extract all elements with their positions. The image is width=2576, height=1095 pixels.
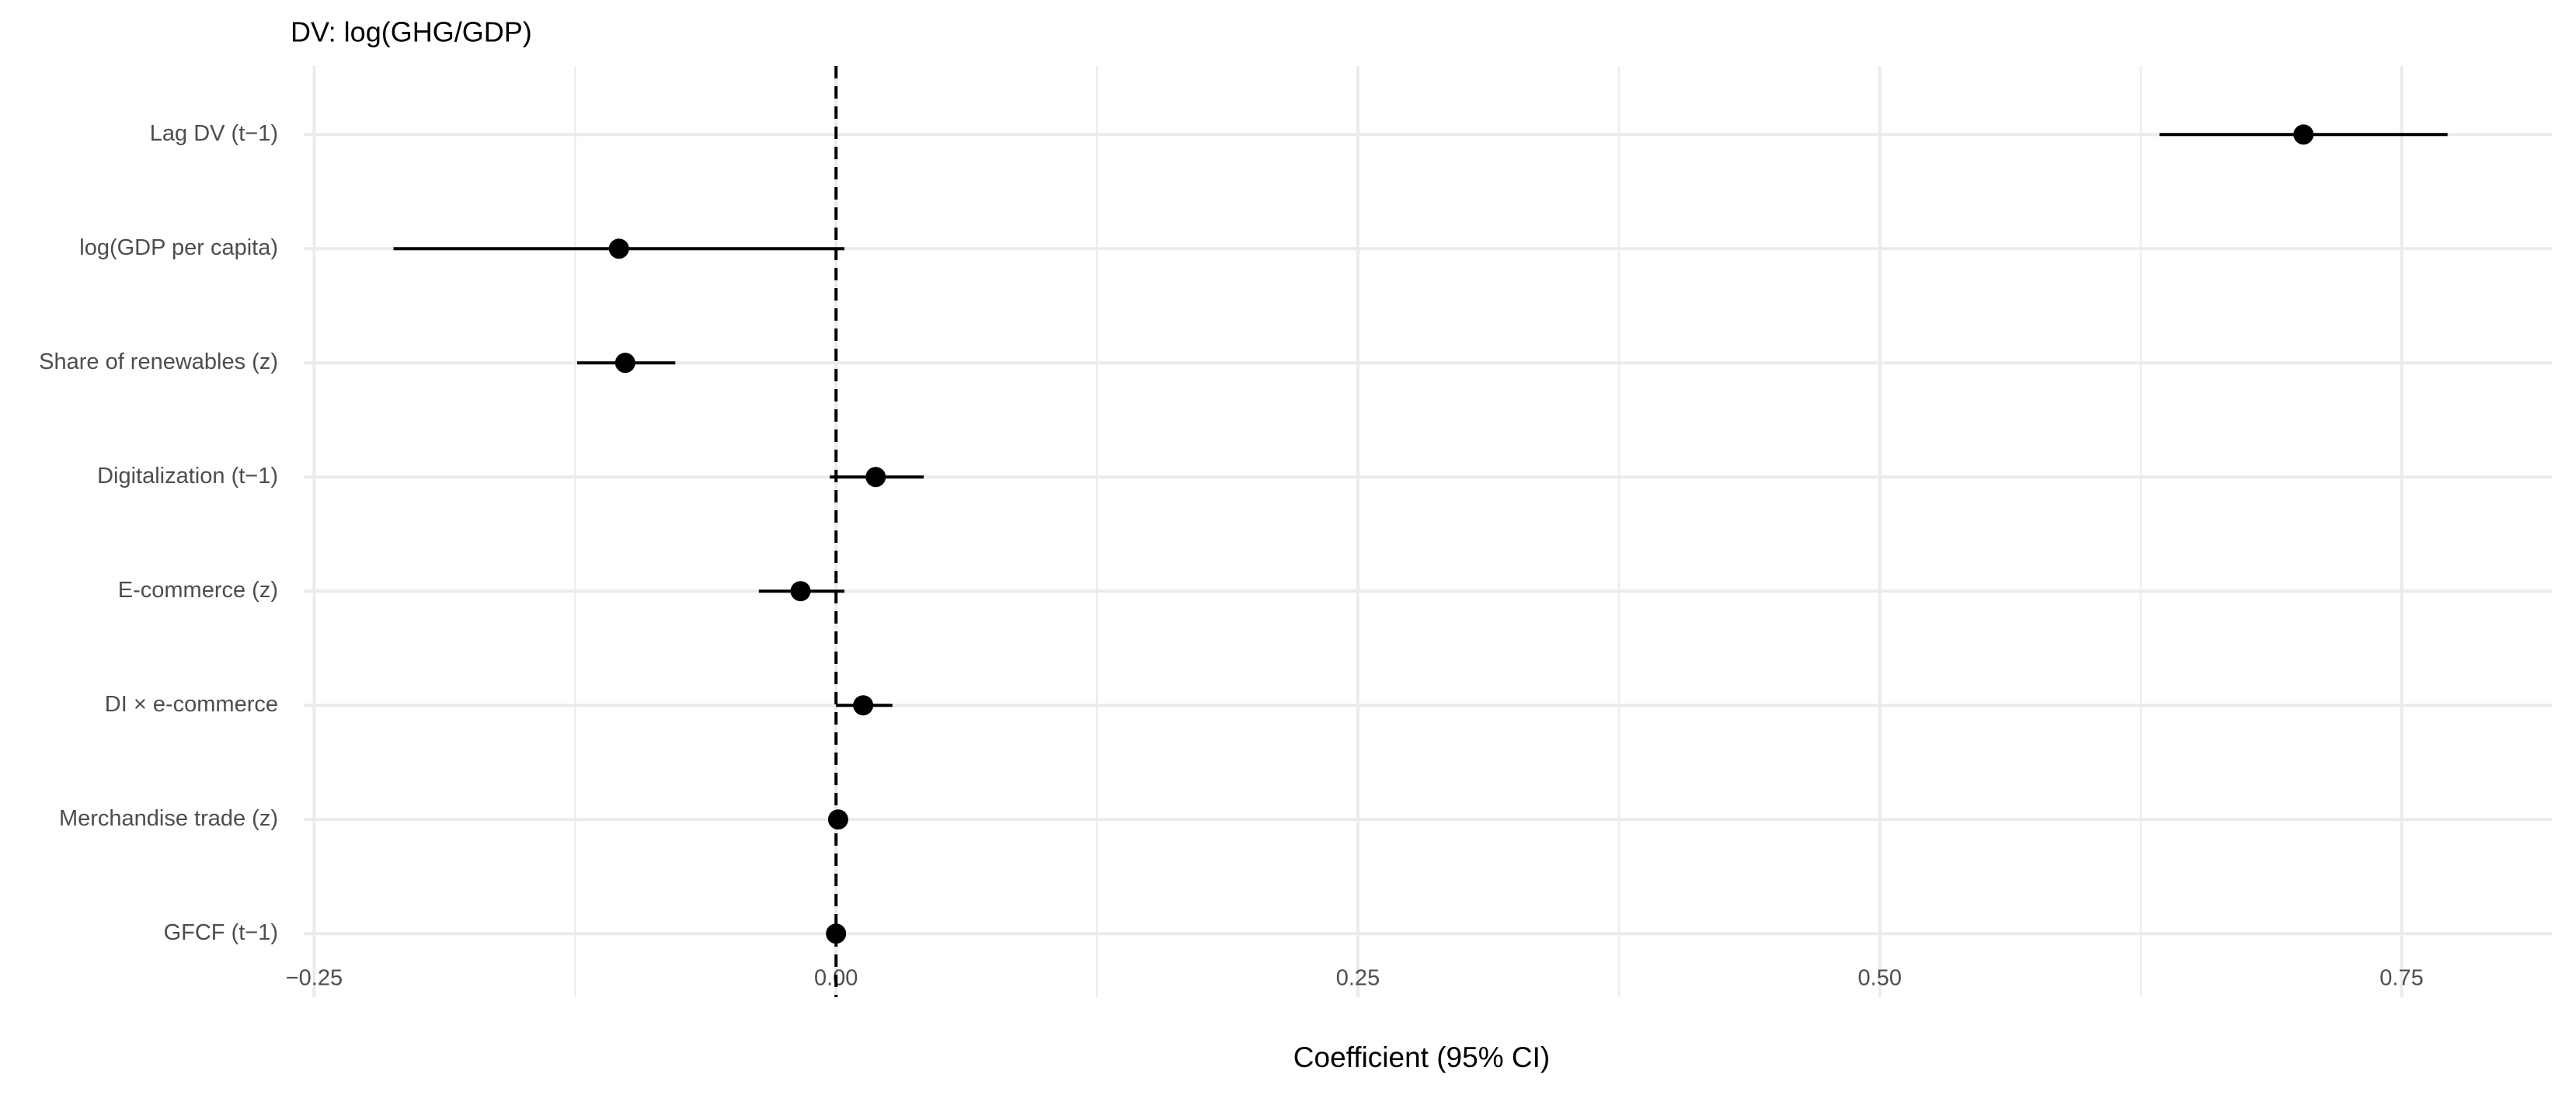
y-tick-label: log(GDP per capita)	[79, 235, 278, 260]
y-tick-label: GFCF (t−1)	[164, 920, 278, 945]
point	[826, 923, 847, 944]
x-tick-label: 0.50	[1858, 966, 1902, 991]
chart-title: DV: log(GHG/GDP)	[291, 16, 532, 48]
y-tick-label: Share of renewables (z)	[39, 349, 278, 374]
point	[2293, 124, 2314, 145]
point	[614, 353, 635, 374]
x-tick-label: 0.25	[1336, 966, 1380, 991]
x-tick-label: 0.75	[2379, 966, 2423, 991]
y-tick-label: Merchandise trade (z)	[59, 806, 278, 831]
point	[608, 238, 629, 259]
y-tick-label: Lag DV (t−1)	[150, 121, 278, 146]
point	[827, 809, 848, 830]
y-tick-label: E-commerce (z)	[118, 578, 278, 603]
point	[853, 695, 874, 716]
y-tick-label: Digitalization (t−1)	[97, 464, 278, 488]
point	[865, 467, 886, 488]
point	[790, 581, 811, 602]
x-tick-label: −0.25	[286, 966, 343, 991]
y-tick-label: DI × e-commerce	[105, 692, 278, 717]
x-axis-label: Coefficient (95% CI)	[1293, 1041, 1550, 1073]
